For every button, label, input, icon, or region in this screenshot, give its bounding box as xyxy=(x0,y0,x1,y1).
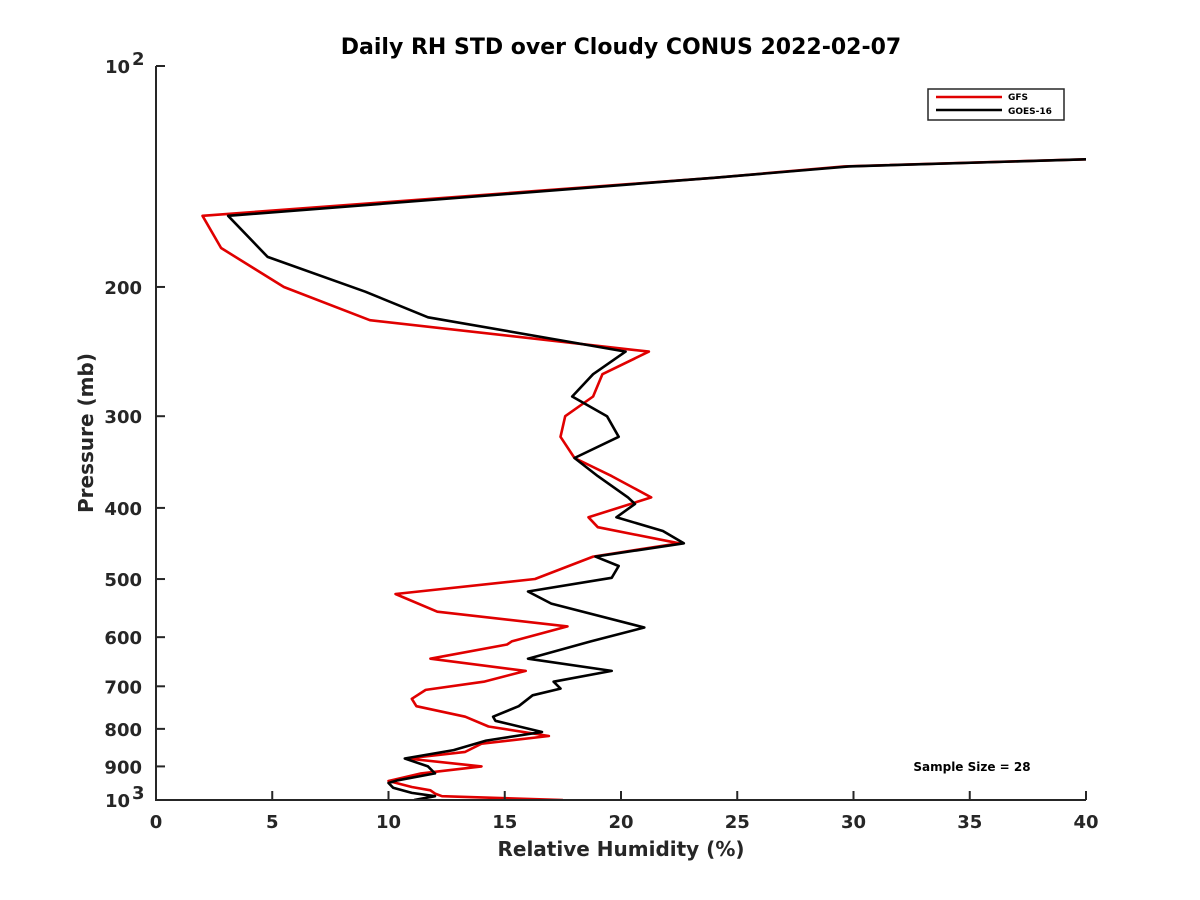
x-tick-label-3: 15 xyxy=(492,812,517,833)
x-tick-label-2: 10 xyxy=(376,812,401,833)
y-tick-label-3: 400 xyxy=(104,499,142,520)
x-ticks: 0 5 10 15 20 25 30 35 40 xyxy=(150,791,1099,833)
y-tick-label-9: 10 xyxy=(105,791,130,812)
series-line-gfs xyxy=(201,158,1086,800)
x-tick-label-4: 20 xyxy=(608,812,633,833)
x-tick-label-6: 30 xyxy=(841,812,866,833)
x-tick-label-8: 40 xyxy=(1073,812,1098,833)
y-tick-label-5: 600 xyxy=(104,628,142,649)
x-tick-label-1: 5 xyxy=(266,812,279,833)
series-line-goes16 xyxy=(226,158,1086,800)
legend-label-goes16: GOES-16 xyxy=(1008,107,1052,117)
legend: GFS GOES-16 xyxy=(927,88,1065,121)
chart-title: Daily RH STD over Cloudy CONUS 2022-02-0… xyxy=(341,35,901,60)
y-tick-exponent-0: 2 xyxy=(132,49,145,70)
y-tick-label-1: 200 xyxy=(104,278,142,299)
series-layer xyxy=(201,158,1086,800)
y-tick-label-8: 900 xyxy=(104,757,142,778)
y-tick-label-0: 10 xyxy=(105,57,130,78)
y-tick-exponent-9: 3 xyxy=(132,783,145,804)
y-tick-label-2: 300 xyxy=(104,407,142,428)
x-axis-label: Relative Humidity (%) xyxy=(497,837,744,861)
y-tick-label-6: 700 xyxy=(104,677,142,698)
x-tick-label-5: 25 xyxy=(725,812,750,833)
y-tick-label-7: 800 xyxy=(104,720,142,741)
y-axis-label: Pressure (mb) xyxy=(74,353,98,513)
legend-label-gfs: GFS xyxy=(1008,93,1028,103)
x-tick-label-7: 35 xyxy=(957,812,982,833)
x-tick-label-0: 0 xyxy=(150,812,163,833)
sample-size-annotation: Sample Size = 28 xyxy=(913,760,1030,774)
legend-box xyxy=(927,88,1065,121)
y-tick-label-4: 500 xyxy=(104,570,142,591)
